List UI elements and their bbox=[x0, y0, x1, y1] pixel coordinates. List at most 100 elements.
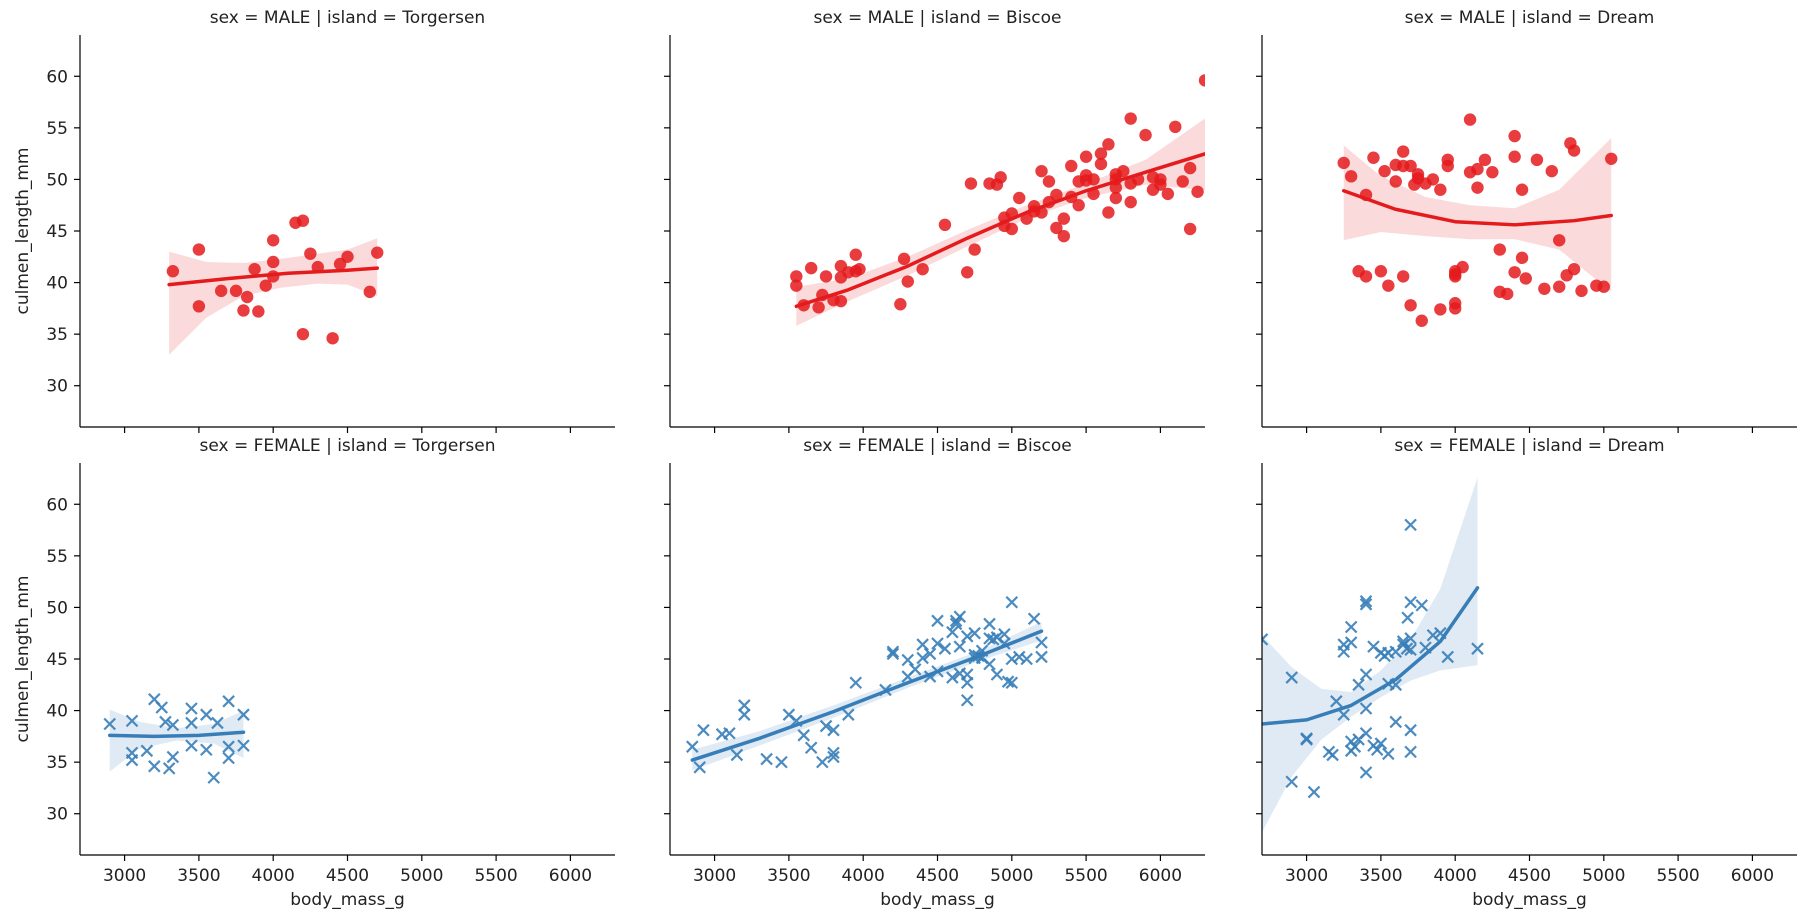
confidence-band bbox=[109, 709, 244, 772]
data-point bbox=[1426, 173, 1440, 186]
data-point bbox=[1382, 747, 1395, 761]
data-point bbox=[1359, 594, 1373, 608]
data-point bbox=[998, 627, 1011, 641]
x-axis-label: body_mass_g bbox=[1472, 890, 1587, 910]
data-point bbox=[1005, 595, 1019, 609]
data-point bbox=[1508, 266, 1521, 279]
data-points bbox=[1262, 518, 1484, 799]
data-point bbox=[1035, 636, 1048, 649]
data-point bbox=[1191, 185, 1204, 198]
data-point bbox=[1426, 628, 1440, 642]
data-point bbox=[983, 657, 996, 671]
data-point bbox=[760, 752, 773, 766]
data-point bbox=[1035, 164, 1048, 178]
data-point bbox=[185, 739, 198, 752]
panel-title: sex = FEMALE | island = Dream bbox=[1394, 436, 1664, 456]
x-axis-label: body_mass_g bbox=[880, 890, 995, 910]
y-tick-label: 55 bbox=[46, 547, 68, 567]
data-point bbox=[886, 645, 900, 659]
data-point bbox=[1471, 181, 1484, 194]
data-point bbox=[1094, 157, 1108, 171]
panel-title: sex = MALE | island = Dream bbox=[1405, 8, 1655, 28]
data-point bbox=[1057, 229, 1071, 243]
data-point bbox=[1359, 270, 1373, 283]
data-points bbox=[166, 214, 384, 345]
x-tick-label: 4500 bbox=[1508, 866, 1551, 886]
data-point bbox=[1415, 599, 1429, 612]
data-point bbox=[1378, 164, 1391, 178]
x-tick-label: 3500 bbox=[767, 866, 810, 886]
data-point bbox=[1374, 265, 1388, 278]
x-tick-label: 4000 bbox=[842, 866, 885, 886]
x-tick-label: 5500 bbox=[1656, 866, 1699, 886]
data-point bbox=[1300, 732, 1313, 745]
data-point bbox=[341, 250, 354, 263]
data-point bbox=[849, 248, 862, 261]
data-point bbox=[1389, 715, 1403, 729]
data-point bbox=[1330, 695, 1343, 708]
data-point bbox=[1285, 775, 1298, 789]
data-point bbox=[1567, 144, 1581, 157]
data-point bbox=[148, 760, 161, 773]
data-point bbox=[1404, 632, 1417, 645]
data-point bbox=[994, 171, 1007, 184]
confidence-band bbox=[1343, 138, 1612, 292]
data-point bbox=[207, 771, 221, 784]
data-point bbox=[1508, 150, 1521, 163]
data-point bbox=[185, 716, 198, 730]
data-point bbox=[908, 663, 922, 676]
data-point bbox=[953, 610, 967, 623]
data-point bbox=[1404, 159, 1417, 173]
data-point bbox=[222, 695, 235, 708]
x-axis-label: body_mass_g bbox=[290, 890, 405, 910]
data-point bbox=[1176, 175, 1189, 188]
y-axis-label: culmen_length_mm bbox=[13, 148, 33, 315]
data-point bbox=[159, 715, 172, 729]
data-point bbox=[1401, 611, 1414, 625]
data-point bbox=[853, 262, 866, 276]
data-point bbox=[1396, 270, 1410, 283]
data-point bbox=[1094, 147, 1108, 160]
data-point bbox=[192, 300, 206, 313]
data-point bbox=[1169, 120, 1182, 134]
data-point bbox=[960, 630, 974, 643]
data-point bbox=[1027, 612, 1041, 626]
data-point bbox=[1065, 159, 1078, 173]
y-tick-label: 50 bbox=[46, 170, 68, 190]
data-point bbox=[166, 718, 180, 732]
data-point bbox=[1400, 642, 1414, 655]
data-point bbox=[1471, 642, 1484, 655]
data-point bbox=[1389, 175, 1402, 188]
data-point bbox=[248, 262, 261, 276]
data-point bbox=[1198, 74, 1205, 87]
data-point bbox=[960, 676, 974, 690]
data-point bbox=[819, 270, 833, 283]
confidence-band bbox=[1262, 477, 1478, 833]
data-point bbox=[200, 708, 213, 721]
data-point bbox=[296, 214, 310, 227]
data-point bbox=[1072, 199, 1085, 212]
data-point bbox=[842, 708, 855, 721]
x-tick-label: 4500 bbox=[916, 866, 959, 886]
data-point bbox=[697, 723, 710, 737]
panel-male-biscoe: sex = MALE | island = Biscoe bbox=[664, 8, 1205, 433]
data-point bbox=[812, 301, 825, 314]
data-point bbox=[827, 750, 840, 764]
data-point bbox=[961, 266, 974, 279]
data-point bbox=[1508, 129, 1521, 143]
regression-line bbox=[1262, 586, 1480, 726]
data-point bbox=[804, 741, 818, 754]
data-point bbox=[214, 284, 228, 298]
data-points bbox=[103, 692, 250, 784]
data-point bbox=[1359, 702, 1373, 715]
data-points bbox=[790, 74, 1205, 314]
data-point bbox=[1012, 650, 1026, 664]
data-point bbox=[1404, 745, 1417, 759]
y-tick-label: 35 bbox=[46, 753, 68, 773]
x-tick-label: 6000 bbox=[1731, 866, 1774, 886]
regression-line bbox=[107, 730, 246, 739]
data-point bbox=[1124, 112, 1137, 125]
x-tick-label: 5000 bbox=[990, 866, 1033, 886]
data-point bbox=[775, 755, 788, 769]
y-tick-label: 50 bbox=[46, 598, 68, 618]
